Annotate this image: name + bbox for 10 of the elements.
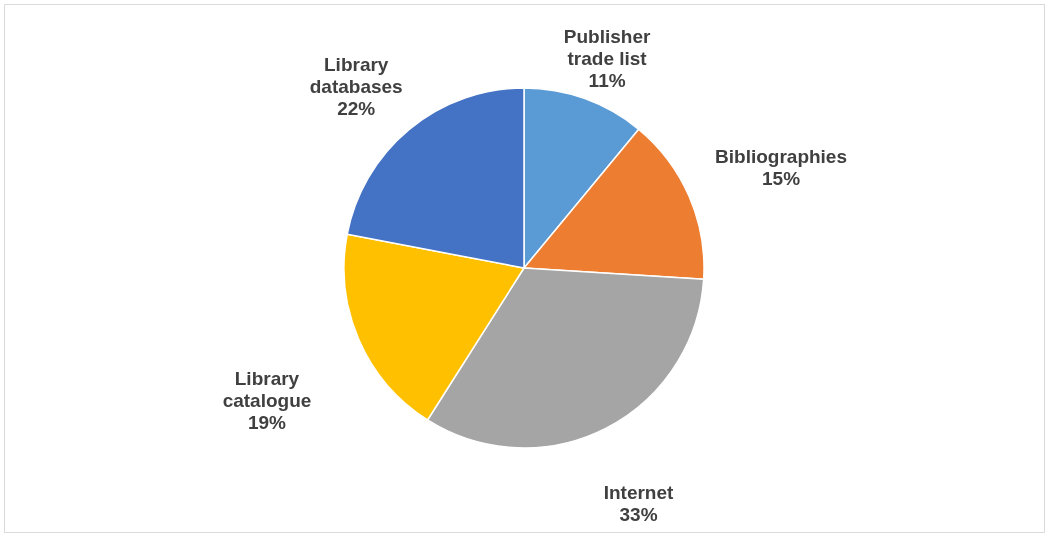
data-label: 33% xyxy=(619,503,658,525)
slice-label: Library databases xyxy=(309,54,403,98)
slice-label: Bibliographies xyxy=(715,145,848,167)
slice-label: Internet xyxy=(603,481,675,503)
data-label: 11% xyxy=(588,70,626,92)
slice-label: Library catalogue xyxy=(222,368,312,412)
slice-label: Publisher trade list xyxy=(563,26,651,70)
data-label: 15% xyxy=(762,167,801,189)
data-label: 22% xyxy=(337,98,376,120)
data-label: 19% xyxy=(247,412,287,434)
